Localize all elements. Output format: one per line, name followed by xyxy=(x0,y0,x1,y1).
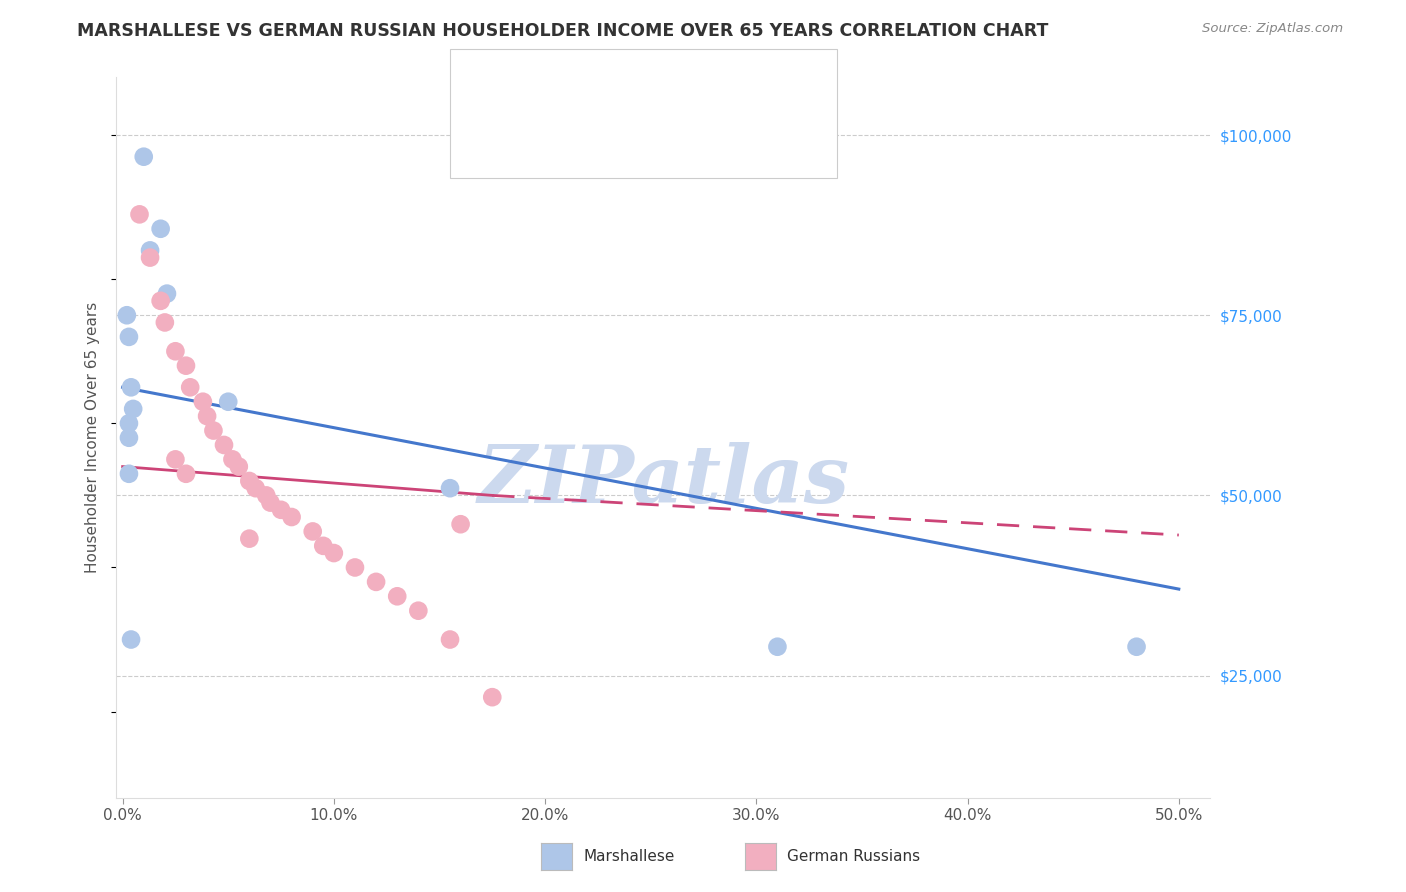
Point xyxy=(202,424,225,438)
Point xyxy=(254,488,277,502)
Point xyxy=(439,632,461,647)
Point xyxy=(481,690,503,705)
Point xyxy=(301,524,323,539)
Point xyxy=(118,467,141,481)
Point xyxy=(221,452,243,467)
Text: Source: ZipAtlas.com: Source: ZipAtlas.com xyxy=(1202,22,1343,36)
Point xyxy=(343,560,366,574)
Point xyxy=(439,481,461,495)
Point xyxy=(118,417,141,431)
Point xyxy=(212,438,235,452)
Text: R =  -0.321   N = 16: R = -0.321 N = 16 xyxy=(527,74,725,92)
Point xyxy=(120,632,142,647)
Point xyxy=(322,546,344,560)
Point xyxy=(245,481,267,495)
Text: R =  -0.027   N = 32: R = -0.027 N = 32 xyxy=(527,137,725,155)
Point xyxy=(174,467,197,481)
Point xyxy=(238,474,260,488)
Point xyxy=(259,495,281,509)
Point xyxy=(120,380,142,394)
Y-axis label: Householder Income Over 65 years: Householder Income Over 65 years xyxy=(86,302,100,574)
Point xyxy=(149,221,172,235)
Point xyxy=(153,315,176,329)
Text: MARSHALLESE VS GERMAN RUSSIAN HOUSEHOLDER INCOME OVER 65 YEARS CORRELATION CHART: MARSHALLESE VS GERMAN RUSSIAN HOUSEHOLDE… xyxy=(77,22,1049,40)
Point xyxy=(408,604,430,618)
Point xyxy=(179,380,201,394)
Point xyxy=(387,589,409,603)
Point xyxy=(270,503,292,517)
Point xyxy=(174,359,197,373)
Point xyxy=(766,640,789,654)
Point xyxy=(118,431,141,445)
Text: Marshallese: Marshallese xyxy=(583,849,675,863)
Point xyxy=(364,574,387,589)
Point xyxy=(450,517,472,532)
Text: German Russians: German Russians xyxy=(787,849,921,863)
Point xyxy=(149,293,172,308)
Point xyxy=(132,150,155,164)
Point xyxy=(280,510,302,524)
Point xyxy=(195,409,218,424)
Point xyxy=(156,286,179,301)
Point xyxy=(228,459,250,474)
Point xyxy=(139,251,162,265)
Point xyxy=(312,539,335,553)
Point xyxy=(165,452,187,467)
Point xyxy=(128,207,150,221)
Point xyxy=(238,532,260,546)
Point xyxy=(165,344,187,359)
Point xyxy=(217,394,239,409)
Point xyxy=(115,308,138,322)
Point xyxy=(118,330,141,344)
Text: ZIPatlas: ZIPatlas xyxy=(477,442,849,520)
Point xyxy=(191,394,214,409)
Point xyxy=(1125,640,1147,654)
Point xyxy=(122,401,145,416)
Point xyxy=(139,244,162,258)
